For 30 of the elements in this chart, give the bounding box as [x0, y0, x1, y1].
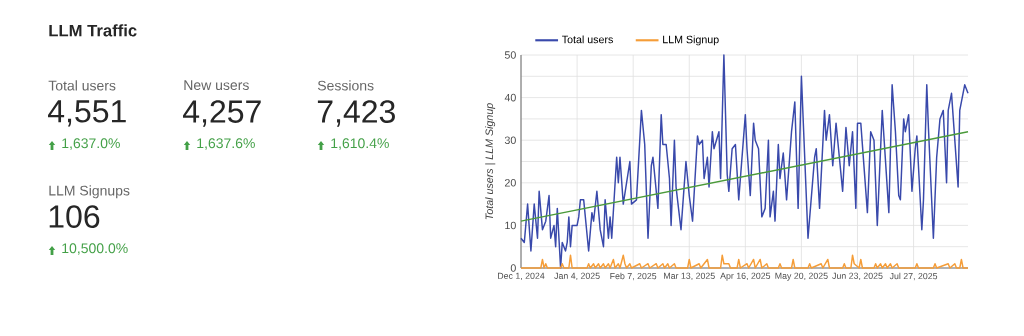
x-tick-label: Dec 1, 2024: [498, 272, 545, 280]
text: New users: [184, 80, 249, 91]
text: 7,423: [317, 100, 395, 127]
y-tick-label: 0: [510, 264, 516, 272]
text: LLM Signups: [49, 185, 130, 199]
text: 4,551: [48, 100, 126, 127]
text: 106: [49, 205, 100, 228]
text: 10,500.0%: [62, 243, 128, 255]
y-tick-label: 30: [504, 136, 516, 144]
x-tick-label: Feb 7, 2025: [610, 272, 657, 281]
text: 1,610.4%: [331, 138, 389, 150]
y-axis-title: Total users | LLM Signup: [485, 103, 496, 220]
text: Total users: [48, 80, 116, 91]
y-tick-label: 40: [504, 93, 516, 102]
x-tick-label: May 20, 2025: [775, 272, 828, 281]
text: 1,637.6%: [197, 138, 255, 150]
text: LLM Traffic: [49, 24, 137, 37]
legend-label: Total users: [562, 35, 613, 44]
legend-label: LLM Signup: [663, 35, 719, 46]
x-tick-label: Jan 4, 2025: [554, 272, 600, 280]
y-tick-label: 10: [505, 221, 516, 230]
text: Sessions: [317, 80, 374, 91]
x-tick-label: Jul 27, 2025: [889, 272, 938, 281]
x-tick-label: Jun 23, 2025: [832, 272, 883, 280]
y-tick-label: 50: [504, 51, 516, 59]
text: 1,637.0%: [62, 138, 120, 150]
y-tick-label: 20: [504, 179, 516, 187]
text: 4,257: [183, 100, 261, 127]
x-tick-label: Mar 13, 2025: [664, 272, 715, 280]
x-tick-label: Apr 16, 2025: [720, 272, 771, 281]
